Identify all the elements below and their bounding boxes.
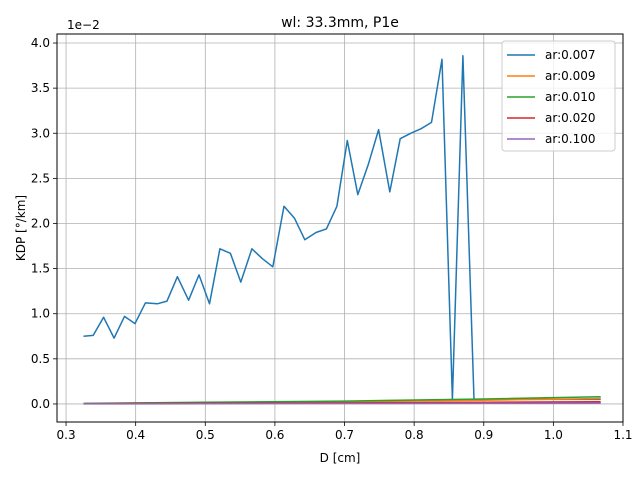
y-tick-label: 0.0 [31, 397, 50, 411]
y-tick-label: 3.0 [31, 126, 50, 140]
y-tick-label: 1.0 [31, 307, 50, 321]
y-scale-offset-label: 1e−2 [67, 18, 100, 32]
y-tick-label: 4.0 [31, 36, 50, 50]
x-tick-label: 0.3 [57, 428, 76, 442]
x-tick-label: 0.9 [474, 428, 493, 442]
legend: ar:0.007 ar:0.009 ar:0.010 ar:0.020 ar:0.100 [501, 40, 616, 152]
grid [57, 34, 624, 422]
legend-frame [501, 40, 616, 152]
y-tick-label: 3.5 [31, 81, 50, 95]
x-axis-label: D [cm] [320, 451, 361, 465]
legend-label: ar:0.010 [545, 90, 595, 104]
chart-title: wl: 33.3mm, P1e [281, 15, 399, 31]
plot-frame [56, 33, 624, 423]
x-tick-label: 0.5 [196, 428, 215, 442]
y-tick-label: 2.0 [31, 216, 50, 230]
x-tick-label: 0.6 [265, 428, 284, 442]
x-tick-label: 0.7 [335, 428, 354, 442]
legend-label: ar:0.009 [545, 69, 595, 83]
legend-label: ar:0.007 [545, 48, 595, 62]
legend-label: ar:0.100 [545, 132, 595, 146]
x-tick-label: 0.4 [126, 428, 145, 442]
series-line-5 [83, 402, 601, 405]
series-lines [83, 54, 601, 405]
x-tick-label: 0.8 [405, 428, 424, 442]
x-tick-label: 1.0 [544, 428, 563, 442]
x-axis-ticks: 0.3 0.4 0.5 0.6 0.7 0.8 0.9 1.0 1.1 [57, 422, 633, 442]
y-axis-label: KDP [°/km] [14, 195, 28, 261]
y-tick-label: 1.5 [31, 262, 50, 276]
y-axis-ticks: 0.0 0.5 1.0 1.5 2.0 2.5 3.0 3.5 4.0 [31, 36, 57, 411]
y-tick-label: 0.5 [31, 352, 50, 366]
y-tick-label: 2.5 [31, 171, 50, 185]
legend-label: ar:0.020 [545, 111, 595, 125]
x-tick-label: 1.1 [613, 428, 632, 442]
